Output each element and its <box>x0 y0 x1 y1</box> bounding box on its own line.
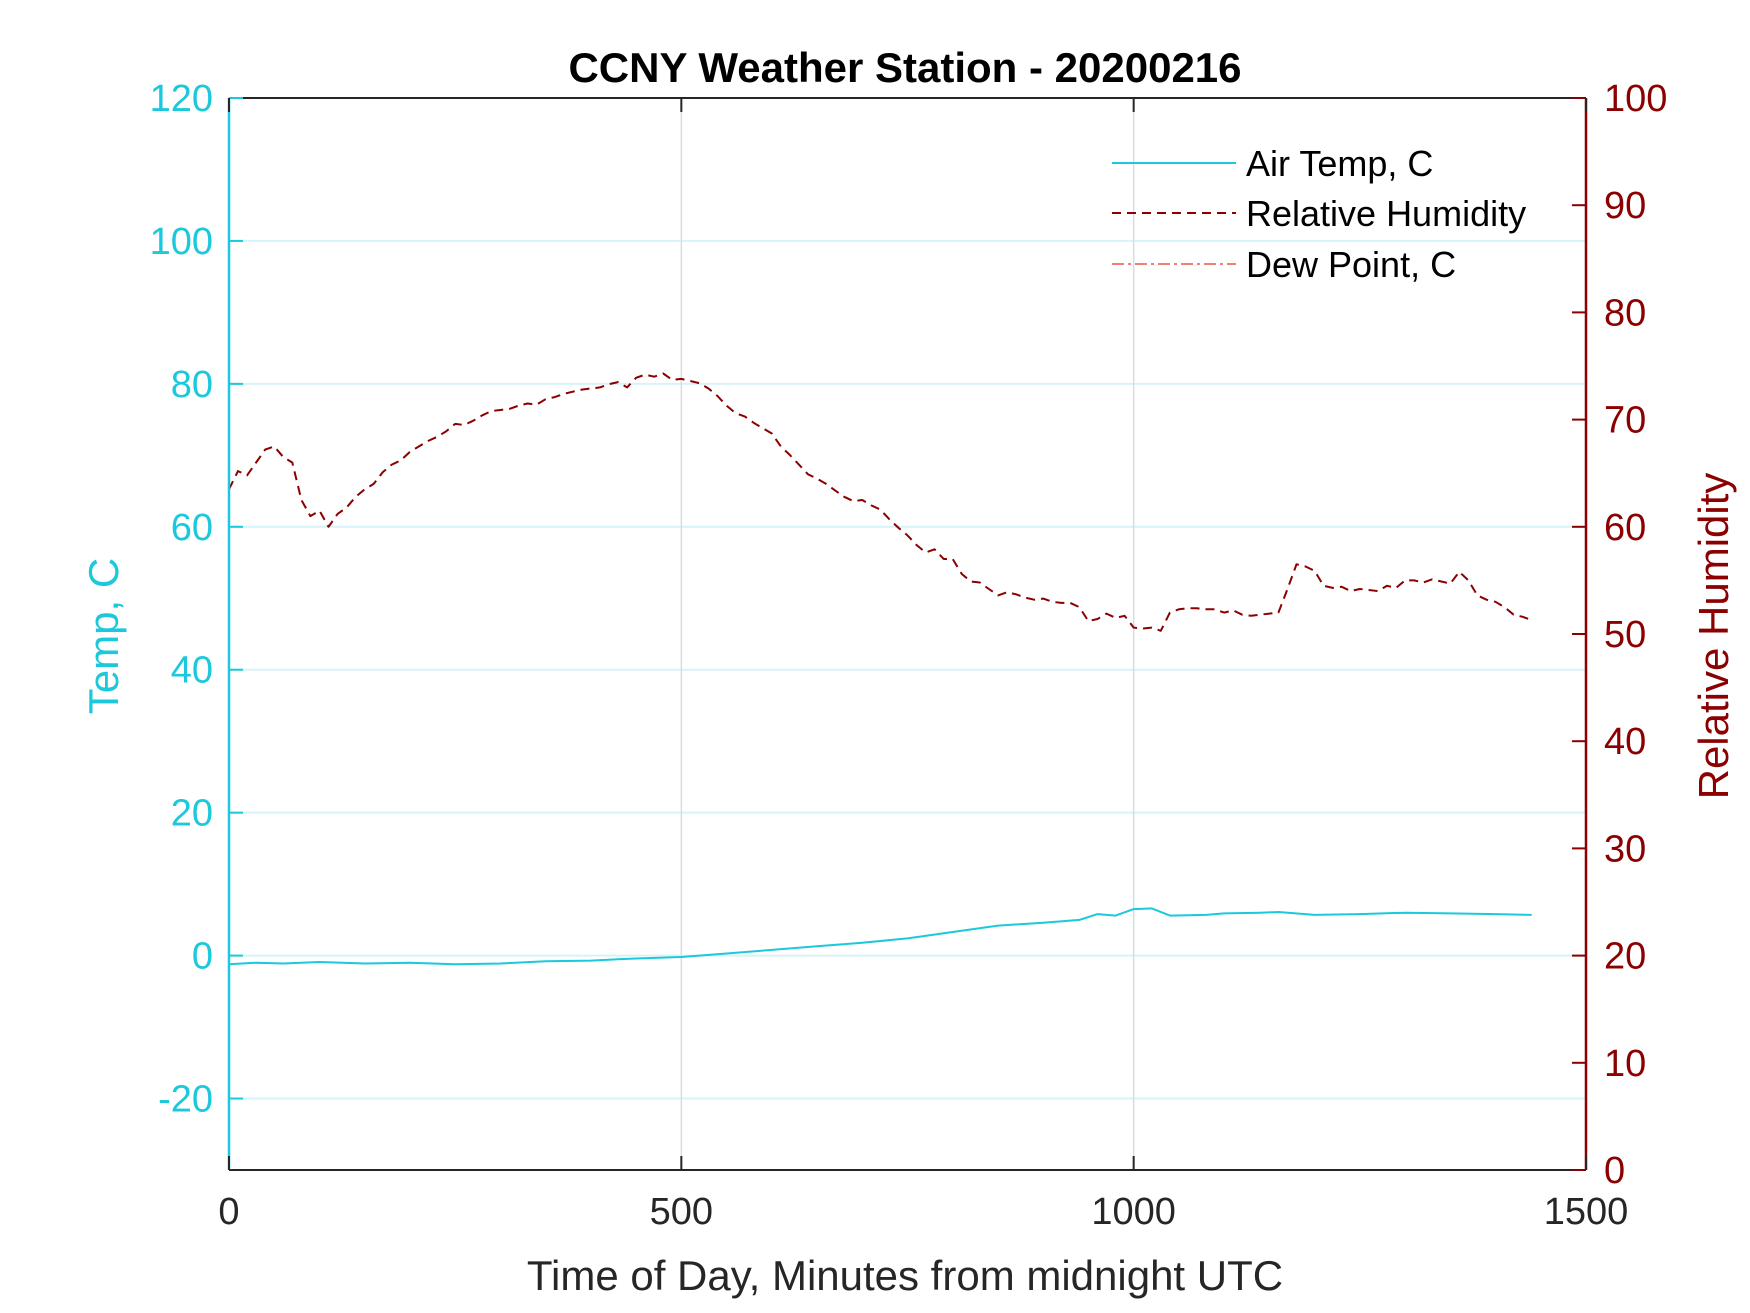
legend-label-air-temp: Air Temp, C <box>1246 143 1433 184</box>
tick-label-x: 0 <box>218 1191 239 1233</box>
tick-label-left: 100 <box>150 221 213 263</box>
tick-label-right: 80 <box>1604 292 1646 334</box>
x-axis-label: Time of Day, Minutes from midnight UTC <box>527 1252 1283 1299</box>
tick-label-right: 50 <box>1604 614 1646 656</box>
tick-label-x: 1000 <box>1091 1191 1176 1233</box>
tick-label-left: 0 <box>192 936 213 978</box>
tick-labels: -20 0 20 40 60 80 100 120 0 10 20 30 40 50 60 70 80 90 100… <box>150 78 1668 1233</box>
tick-label-right: 30 <box>1604 828 1646 870</box>
legend: Air Temp, C Relative Humidity Dew Point,… <box>1112 143 1526 285</box>
tick-label-left: 120 <box>150 78 213 120</box>
tick-label-right: 70 <box>1604 400 1646 442</box>
tick-label-x: 500 <box>650 1191 713 1233</box>
tick-label-right: 90 <box>1604 185 1646 227</box>
tick-label-x: 1500 <box>1544 1191 1629 1233</box>
chart-title: CCNY Weather Station - 20200216 <box>568 44 1241 91</box>
tick-label-right: 40 <box>1604 721 1646 763</box>
axes <box>227 97 1588 1171</box>
tick-label-left: 20 <box>171 793 213 835</box>
series-line-relative-humidity <box>228 372 1533 632</box>
tick-label-left: 40 <box>171 650 213 692</box>
tick-label-left: 80 <box>171 364 213 406</box>
legend-label-relative-humidity: Relative Humidity <box>1246 193 1526 234</box>
tick-label-right: 60 <box>1604 507 1646 549</box>
tick-label-right: 10 <box>1604 1043 1646 1085</box>
y-axis-label-left: Temp, C <box>80 558 127 714</box>
tick-label-left: 60 <box>171 507 213 549</box>
series-group <box>228 372 1533 966</box>
y-axis-label-right: Relative Humidity <box>1690 473 1737 800</box>
tick-label-right: 0 <box>1604 1150 1625 1192</box>
tick-label-right: 20 <box>1604 936 1646 978</box>
series-line-air-temp-c <box>228 907 1532 966</box>
tick-label-left: -20 <box>158 1079 213 1121</box>
legend-label-dew-point: Dew Point, C <box>1246 244 1456 285</box>
tick-label-right: 100 <box>1604 78 1667 120</box>
